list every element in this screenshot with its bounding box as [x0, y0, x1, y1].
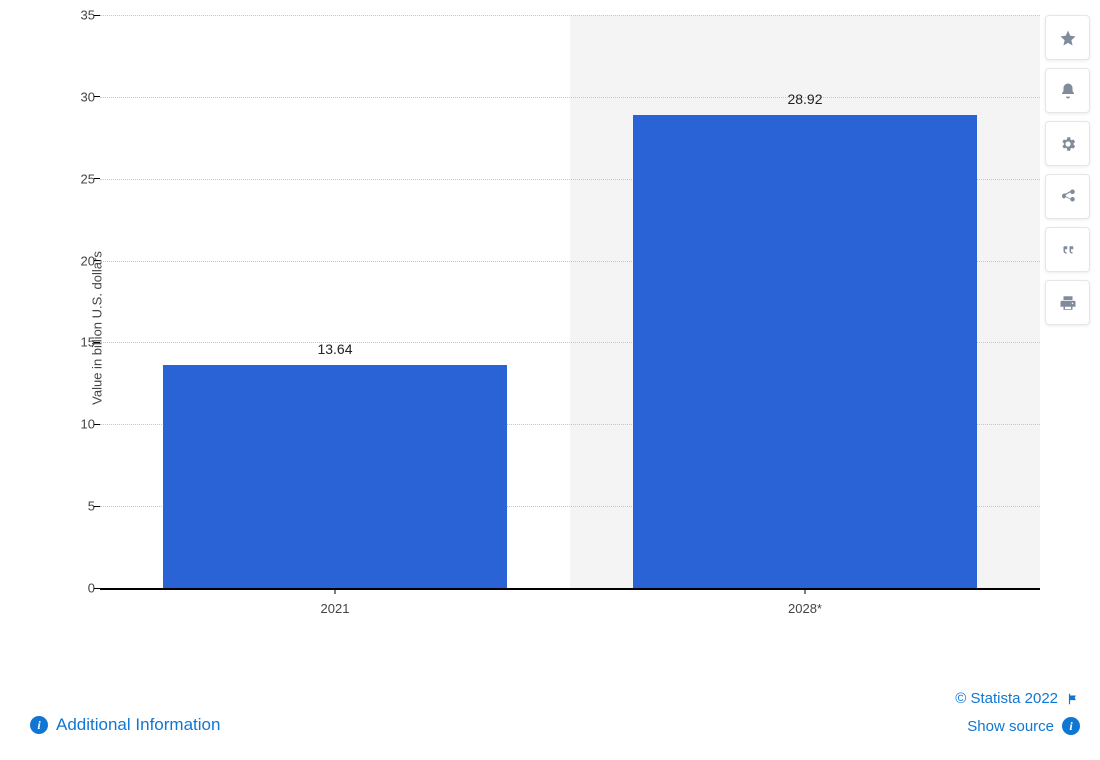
star-icon	[1059, 29, 1077, 47]
y-tick-mark	[94, 178, 100, 179]
copyright-link[interactable]: © Statista 2022	[955, 690, 1080, 707]
additional-info-label: Additional Information	[56, 715, 220, 735]
chart-footer: i Additional Information © Statista 2022…	[30, 690, 1080, 735]
plot-area: 0510152025303513.64202128.922028*	[100, 15, 1040, 590]
quote-icon	[1059, 241, 1077, 259]
chart-container: Value in billion U.S. dollars 0510152025…	[30, 15, 1040, 640]
gridline	[100, 15, 1040, 16]
y-tick-label: 20	[65, 253, 95, 268]
notifications-button[interactable]	[1045, 68, 1090, 113]
x-tick-mark	[805, 588, 806, 594]
x-tick-label: 2021	[321, 601, 350, 616]
citation-button[interactable]	[1045, 227, 1090, 272]
flag-icon	[1066, 692, 1080, 706]
y-tick-mark	[94, 588, 100, 589]
bar-value-label: 13.64	[163, 341, 506, 357]
y-tick-label: 5	[65, 499, 95, 514]
y-tick-label: 25	[65, 171, 95, 186]
show-source-label: Show source	[967, 718, 1054, 735]
gear-icon	[1059, 135, 1077, 153]
y-tick-mark	[94, 96, 100, 97]
bell-icon	[1059, 82, 1077, 100]
y-tick-mark	[94, 506, 100, 507]
settings-button[interactable]	[1045, 121, 1090, 166]
x-tick-label: 2028*	[788, 601, 822, 616]
favorite-button[interactable]	[1045, 15, 1090, 60]
y-tick-label: 35	[65, 8, 95, 23]
footer-right: © Statista 2022 Show source i	[955, 690, 1080, 735]
y-tick-mark	[94, 424, 100, 425]
y-tick-label: 15	[65, 335, 95, 350]
y-tick-label: 0	[65, 581, 95, 596]
info-icon: i	[30, 716, 48, 734]
share-icon	[1059, 188, 1077, 206]
bar-value-label: 28.92	[633, 91, 976, 107]
side-toolbar	[1045, 15, 1090, 325]
y-tick-label: 10	[65, 417, 95, 432]
copyright-label: © Statista 2022	[955, 690, 1058, 707]
bar[interactable]: 13.64	[163, 365, 506, 588]
print-button[interactable]	[1045, 280, 1090, 325]
show-source-link[interactable]: Show source i	[967, 717, 1080, 735]
y-tick-mark	[94, 15, 100, 16]
x-tick-mark	[335, 588, 336, 594]
share-button[interactable]	[1045, 174, 1090, 219]
info-icon: i	[1062, 717, 1080, 735]
bar[interactable]: 28.92	[633, 115, 976, 588]
y-tick-mark	[94, 260, 100, 261]
y-tick-mark	[94, 342, 100, 343]
additional-info-link[interactable]: i Additional Information	[30, 715, 220, 735]
y-tick-label: 30	[65, 89, 95, 104]
print-icon	[1059, 294, 1077, 312]
